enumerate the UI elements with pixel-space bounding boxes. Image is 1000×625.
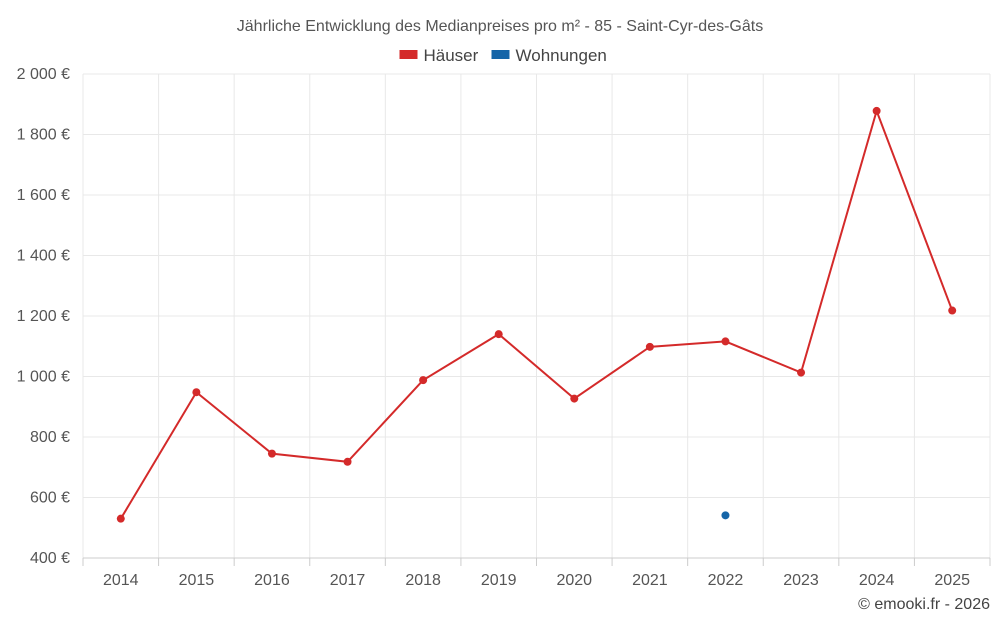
- legend-label: Wohnungen: [516, 46, 607, 65]
- data-point: [419, 376, 428, 385]
- x-tick-label: 2023: [783, 572, 819, 589]
- x-tick-label: 2014: [103, 572, 139, 589]
- y-tick-label: 400 €: [30, 550, 70, 567]
- x-tick-label: 2025: [934, 572, 970, 589]
- y-tick-label: 600 €: [30, 490, 70, 507]
- data-point: [494, 330, 503, 339]
- x-tick-label: 2015: [179, 572, 215, 589]
- chart-title: Jährliche Entwicklung des Medianpreises …: [237, 18, 763, 35]
- series-layer: [116, 106, 957, 523]
- y-tick-label: 800 €: [30, 429, 70, 446]
- y-axis: 400 € 600 € 800 € 1 000 € 1 200 € 1 400 € 1 60…: [17, 66, 70, 567]
- data-point: [192, 388, 201, 397]
- data-point: [343, 457, 352, 466]
- x-tick-label: 2021: [632, 572, 668, 589]
- data-point: [721, 511, 730, 520]
- legend-swatch: [399, 50, 418, 59]
- data-point: [721, 337, 730, 346]
- credit-text: © emooki.fr - 2026: [858, 596, 990, 613]
- x-tick-label: 2019: [481, 572, 517, 589]
- x-axis: 2014 2015 2016 2017 2018 2019 2020 2021 2022 2023…: [82, 557, 991, 589]
- y-tick-label: 2 000 €: [17, 66, 70, 83]
- x-tick-label: 2020: [556, 572, 592, 589]
- data-point: [645, 342, 654, 351]
- y-tick-label: 1 200 €: [17, 308, 70, 325]
- x-tick-label: 2017: [330, 572, 366, 589]
- y-tick-label: 1 400 €: [17, 248, 70, 265]
- legend: Häuser Wohnungen: [399, 46, 607, 65]
- data-point: [797, 368, 806, 377]
- y-tick-label: 1 600 €: [17, 187, 70, 204]
- y-tick-label: 1 800 €: [17, 127, 70, 144]
- legend-label: Häuser: [424, 46, 479, 65]
- legend-swatch: [491, 50, 510, 59]
- x-tick-label: 2022: [708, 572, 744, 589]
- data-point: [948, 306, 957, 315]
- y-tick-label: 1 000 €: [17, 369, 70, 386]
- data-point: [570, 394, 579, 403]
- series-häuser: [116, 106, 957, 523]
- x-tick-label: 2024: [859, 572, 895, 589]
- x-tick-label: 2018: [405, 572, 441, 589]
- data-point: [872, 106, 881, 115]
- series-wohnungen: [721, 511, 730, 520]
- data-point: [267, 449, 276, 458]
- series-line: [119, 107, 954, 520]
- grid: [82, 73, 991, 558]
- data-point: [116, 514, 125, 523]
- x-tick-label: 2016: [254, 572, 290, 589]
